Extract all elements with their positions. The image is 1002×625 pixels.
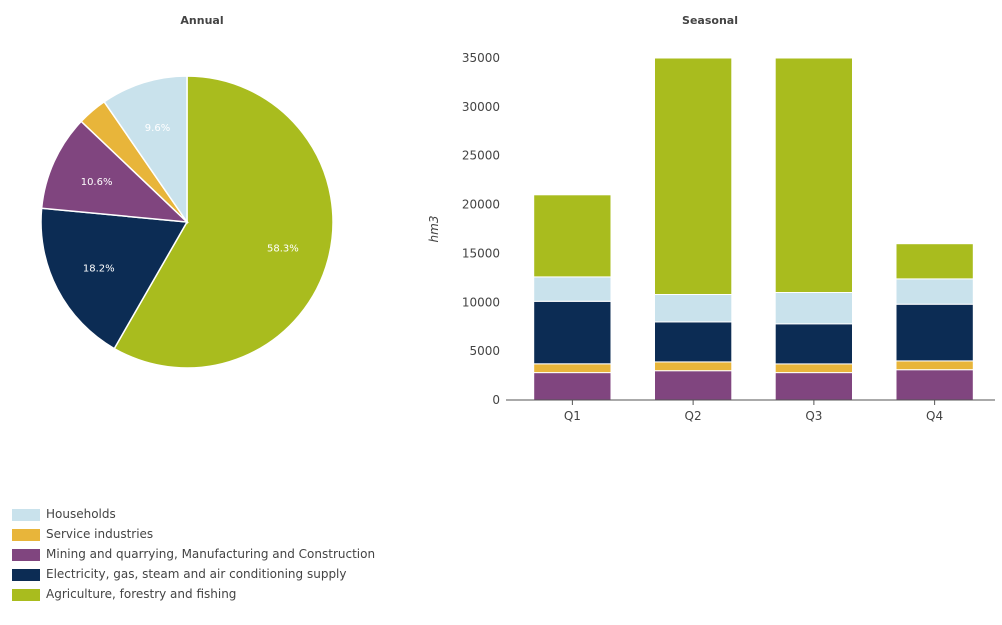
pie-slice-households — [103, 75, 188, 225]
y-tick-label: 30000 — [462, 100, 500, 114]
bar-segment-agriculture-forestry-and-fishing-q2 — [654, 57, 733, 295]
x-tick-label: Q4 — [926, 409, 943, 423]
y-axis-title: hm3 — [427, 216, 441, 243]
bar-segment-mining-and-quarrying-manufacturing-and-construction-q4 — [895, 369, 974, 401]
legend-item-mining-and-quarrying-manufacturing-and-construction: Mining and quarrying, Manufacturing and … — [12, 546, 432, 563]
bar-segment-households-q3 — [774, 292, 854, 325]
legend-label: Mining and quarrying, Manufacturing and … — [46, 547, 376, 561]
x-tick-label: Q2 — [685, 409, 702, 423]
pie-slice-agriculture-forestry-and-fishing — [113, 75, 334, 369]
bar-segment-service-industries-q3 — [774, 363, 854, 374]
bar-segment-service-industries-q2 — [654, 361, 733, 372]
legend-item-households: Households — [12, 506, 432, 523]
y-tick-label: 10000 — [462, 295, 500, 309]
bar-segment-households-q1 — [533, 276, 612, 302]
y-tick-label: 25000 — [462, 149, 500, 163]
bar-segment-agriculture-forestry-and-fishing-q4 — [895, 243, 974, 280]
seasonal-bar-chart: 0 5000 10000 15000 20000 25000 30000 35000 hm3 Q1… — [427, 51, 995, 423]
legend-label: Electricity, gas, steam and air conditio… — [46, 567, 347, 581]
legend-item-service-industries: Service industries — [12, 526, 432, 543]
legend-label: Service industries — [46, 527, 154, 541]
pie-data-label: 10.6% — [81, 177, 113, 188]
bar-segment-electricity-gas-steam-and-air-conditioning-supply-q3 — [774, 323, 854, 365]
bar-segment-electricity-gas-steam-and-air-conditioning-supply-q1 — [533, 300, 612, 365]
legend-swatch — [12, 569, 40, 581]
x-tick-label: Q3 — [805, 409, 822, 423]
pie-slice-mining-and-quarrying-manufacturing-and-construction — [40, 120, 190, 223]
bar-segment-households-q4 — [895, 278, 974, 305]
legend-label: Households — [46, 507, 116, 521]
bar-segment-mining-and-quarrying-manufacturing-and-construction-q3 — [774, 372, 854, 401]
y-tick-label: 0 — [492, 393, 500, 407]
bar-chart-title: Seasonal — [682, 14, 738, 27]
pie-data-label: 9.6% — [145, 123, 170, 134]
legend: Households Service industries Mining and q… — [12, 506, 432, 606]
pie-data-label: 58.3% — [267, 244, 299, 255]
y-tick-label: 35000 — [462, 51, 500, 65]
legend-item-electricity-gas-steam-and-air-conditioning-supply: Electricity, gas, steam and air conditio… — [12, 566, 432, 583]
y-tick-label: 20000 — [462, 198, 500, 212]
x-tick-label: Q1 — [564, 409, 581, 423]
legend-swatch — [12, 509, 40, 521]
bar-segment-service-industries-q1 — [533, 363, 612, 374]
bar-segment-service-industries-q4 — [895, 360, 974, 371]
legend-swatch — [12, 549, 40, 561]
pie-chart-title: Annual — [180, 14, 224, 27]
bar-segment-electricity-gas-steam-and-air-conditioning-supply-q2 — [654, 321, 733, 363]
y-tick-label: 5000 — [469, 344, 500, 358]
bar-segment-electricity-gas-steam-and-air-conditioning-supply-q4 — [895, 303, 974, 362]
bar-segment-mining-and-quarrying-manufacturing-and-construction-q1 — [533, 372, 612, 401]
pie-slice-electricity-gas-steam-and-air-conditioning-supply — [40, 207, 189, 350]
bar-segment-households-q2 — [654, 294, 733, 323]
pie-data-label: 18.2% — [83, 264, 115, 275]
y-tick-label: 15000 — [462, 246, 500, 260]
legend-label: Agriculture, forestry and fishing — [46, 587, 237, 601]
legend-swatch — [12, 589, 40, 601]
annual-pie-chart: 58.3% 18.2% 10.6% 9.6% — [40, 75, 334, 369]
bar-segment-agriculture-forestry-and-fishing-q3 — [774, 57, 854, 293]
bar-segment-agriculture-forestry-and-fishing-q1 — [533, 194, 612, 278]
legend-item-agriculture-forestry-and-fishing: Agriculture, forestry and fishing — [12, 586, 432, 603]
legend-swatch — [12, 529, 40, 541]
bar-segment-mining-and-quarrying-manufacturing-and-construction-q2 — [654, 370, 733, 401]
